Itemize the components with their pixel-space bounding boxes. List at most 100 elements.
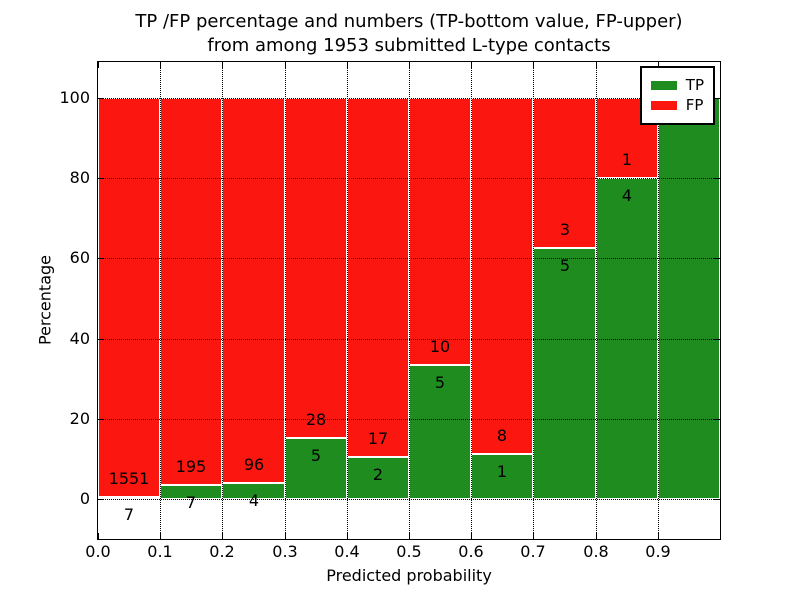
bar-segment-tp [657,98,720,499]
y-axis-tick [98,98,104,99]
x-axis-tick [160,533,161,539]
y-tick-label: 80 [69,168,90,187]
x-tick-label: 0.3 [272,542,298,561]
bar-count-label-fp: 17 [367,429,389,448]
y-tick-label: 20 [69,409,90,428]
x-axis-tick-top [658,62,659,68]
bar-count-label-fp: 96 [243,455,265,474]
legend-entry: FP [650,96,704,114]
x-axis-tick [596,533,597,539]
bar-count-label-tp: 4 [248,491,260,510]
chart-title-line-2: from among 1953 submitted L-type contact… [207,35,611,56]
x-axis-tick-top [596,62,597,68]
bar-count-label-tp: 2 [372,465,384,484]
bar-count-label-fp: 1 [621,150,633,169]
legend-entry: TP [650,76,704,94]
y-axis-tick-right [714,178,720,179]
bar-count-label-tp: 7 [123,505,135,524]
x-axis-tick-top [347,62,348,68]
bar-segment-fp [409,98,472,366]
y-axis-tick-right [714,98,720,99]
gridline-vertical [658,62,659,539]
x-axis-tick [222,533,223,539]
gridline-vertical [160,62,161,539]
x-tick-label: 0.6 [458,542,484,561]
bar-count-label-fp: 10 [429,337,451,356]
y-axis-tick-right [714,419,720,420]
y-tick-label: 100 [59,88,90,107]
y-axis-tick [98,178,104,179]
x-axis-tick-top [285,62,286,68]
x-axis-tick [533,533,534,539]
gridline-vertical [347,62,348,539]
bar-segment-fp [346,98,409,457]
bar-segment-tp [409,365,472,499]
y-axis-tick [98,339,104,340]
y-axis-tick-right [714,499,720,500]
x-axis-tick-top [160,62,161,68]
bar-segment-tp [346,456,409,499]
bar-segment-tp [533,248,596,499]
x-axis-tick [409,533,410,539]
gridline-vertical [596,62,597,539]
x-tick-label: 0.5 [396,542,422,561]
gridline-vertical [533,62,534,539]
y-tick-label: 60 [69,248,90,267]
y-tick-label: 0 [79,489,90,508]
chart-title-line-1: TP /FP percentage and numbers (TP-bottom… [135,11,683,32]
bar-segment-fp [471,98,534,455]
bar-count-label-tp: 5 [434,373,446,392]
bar-count-label-fp: 3 [559,220,571,239]
bar-segment-tp [471,454,534,499]
x-tick-label: 0.9 [645,542,671,561]
y-axis-tick [98,258,104,259]
gridline-vertical [285,62,286,539]
x-tick-label: 0.7 [520,542,546,561]
bar-count-label-tp: 4 [621,186,633,205]
x-axis-tick-top [533,62,534,68]
x-axis-tick [98,533,99,539]
x-tick-label: 0.8 [583,542,609,561]
bar-count-label-tp: 5 [559,256,571,275]
x-axis-tick-top [471,62,472,68]
y-axis-tick [98,419,104,420]
x-tick-label: 0.4 [334,542,360,561]
legend-label-tp: TP [685,76,704,94]
bar-count-label-tp: 5 [310,446,322,465]
x-tick-label: 0.2 [209,542,235,561]
x-axis-tick [471,533,472,539]
x-axis-label: Predicted probability [326,566,492,585]
bar-count-label-fp: 1551 [108,469,150,488]
x-tick-label: 0.1 [147,542,173,561]
legend-label-fp: FP [685,96,704,114]
bar-count-label-fp: 28 [305,410,327,429]
legend-swatch-tp-icon [650,81,677,90]
x-tick-label: 0.0 [85,542,111,561]
bar-segment-tp [98,497,161,500]
bar-segment-fp [98,98,161,498]
bar-segment-fp [533,98,596,249]
gridline-vertical [471,62,472,539]
y-axis-tick-right [714,258,720,259]
x-axis-tick-top [98,62,99,68]
bar-segment-fp [284,98,347,439]
bar-segment-fp [160,98,223,485]
x-axis-tick-top [222,62,223,68]
x-axis-tick [285,533,286,539]
y-tick-label: 40 [69,329,90,348]
gridline-vertical [409,62,410,539]
bar-count-label-tp: 7 [185,493,197,512]
legend-box: TP FP [639,66,715,125]
chart-title: TP /FP percentage and numbers (TP-bottom… [98,10,720,58]
bar-count-label-fp: 195 [175,457,207,476]
bar-count-label-fp: 8 [496,426,508,445]
y-axis-tick [98,499,104,500]
bar-segment-fp [222,98,285,483]
x-axis-tick [347,533,348,539]
legend-swatch-fp-icon [650,101,677,110]
bar-count-label-tp: 1 [496,462,508,481]
x-axis-tick-top [409,62,410,68]
y-axis-tick-right [714,339,720,340]
